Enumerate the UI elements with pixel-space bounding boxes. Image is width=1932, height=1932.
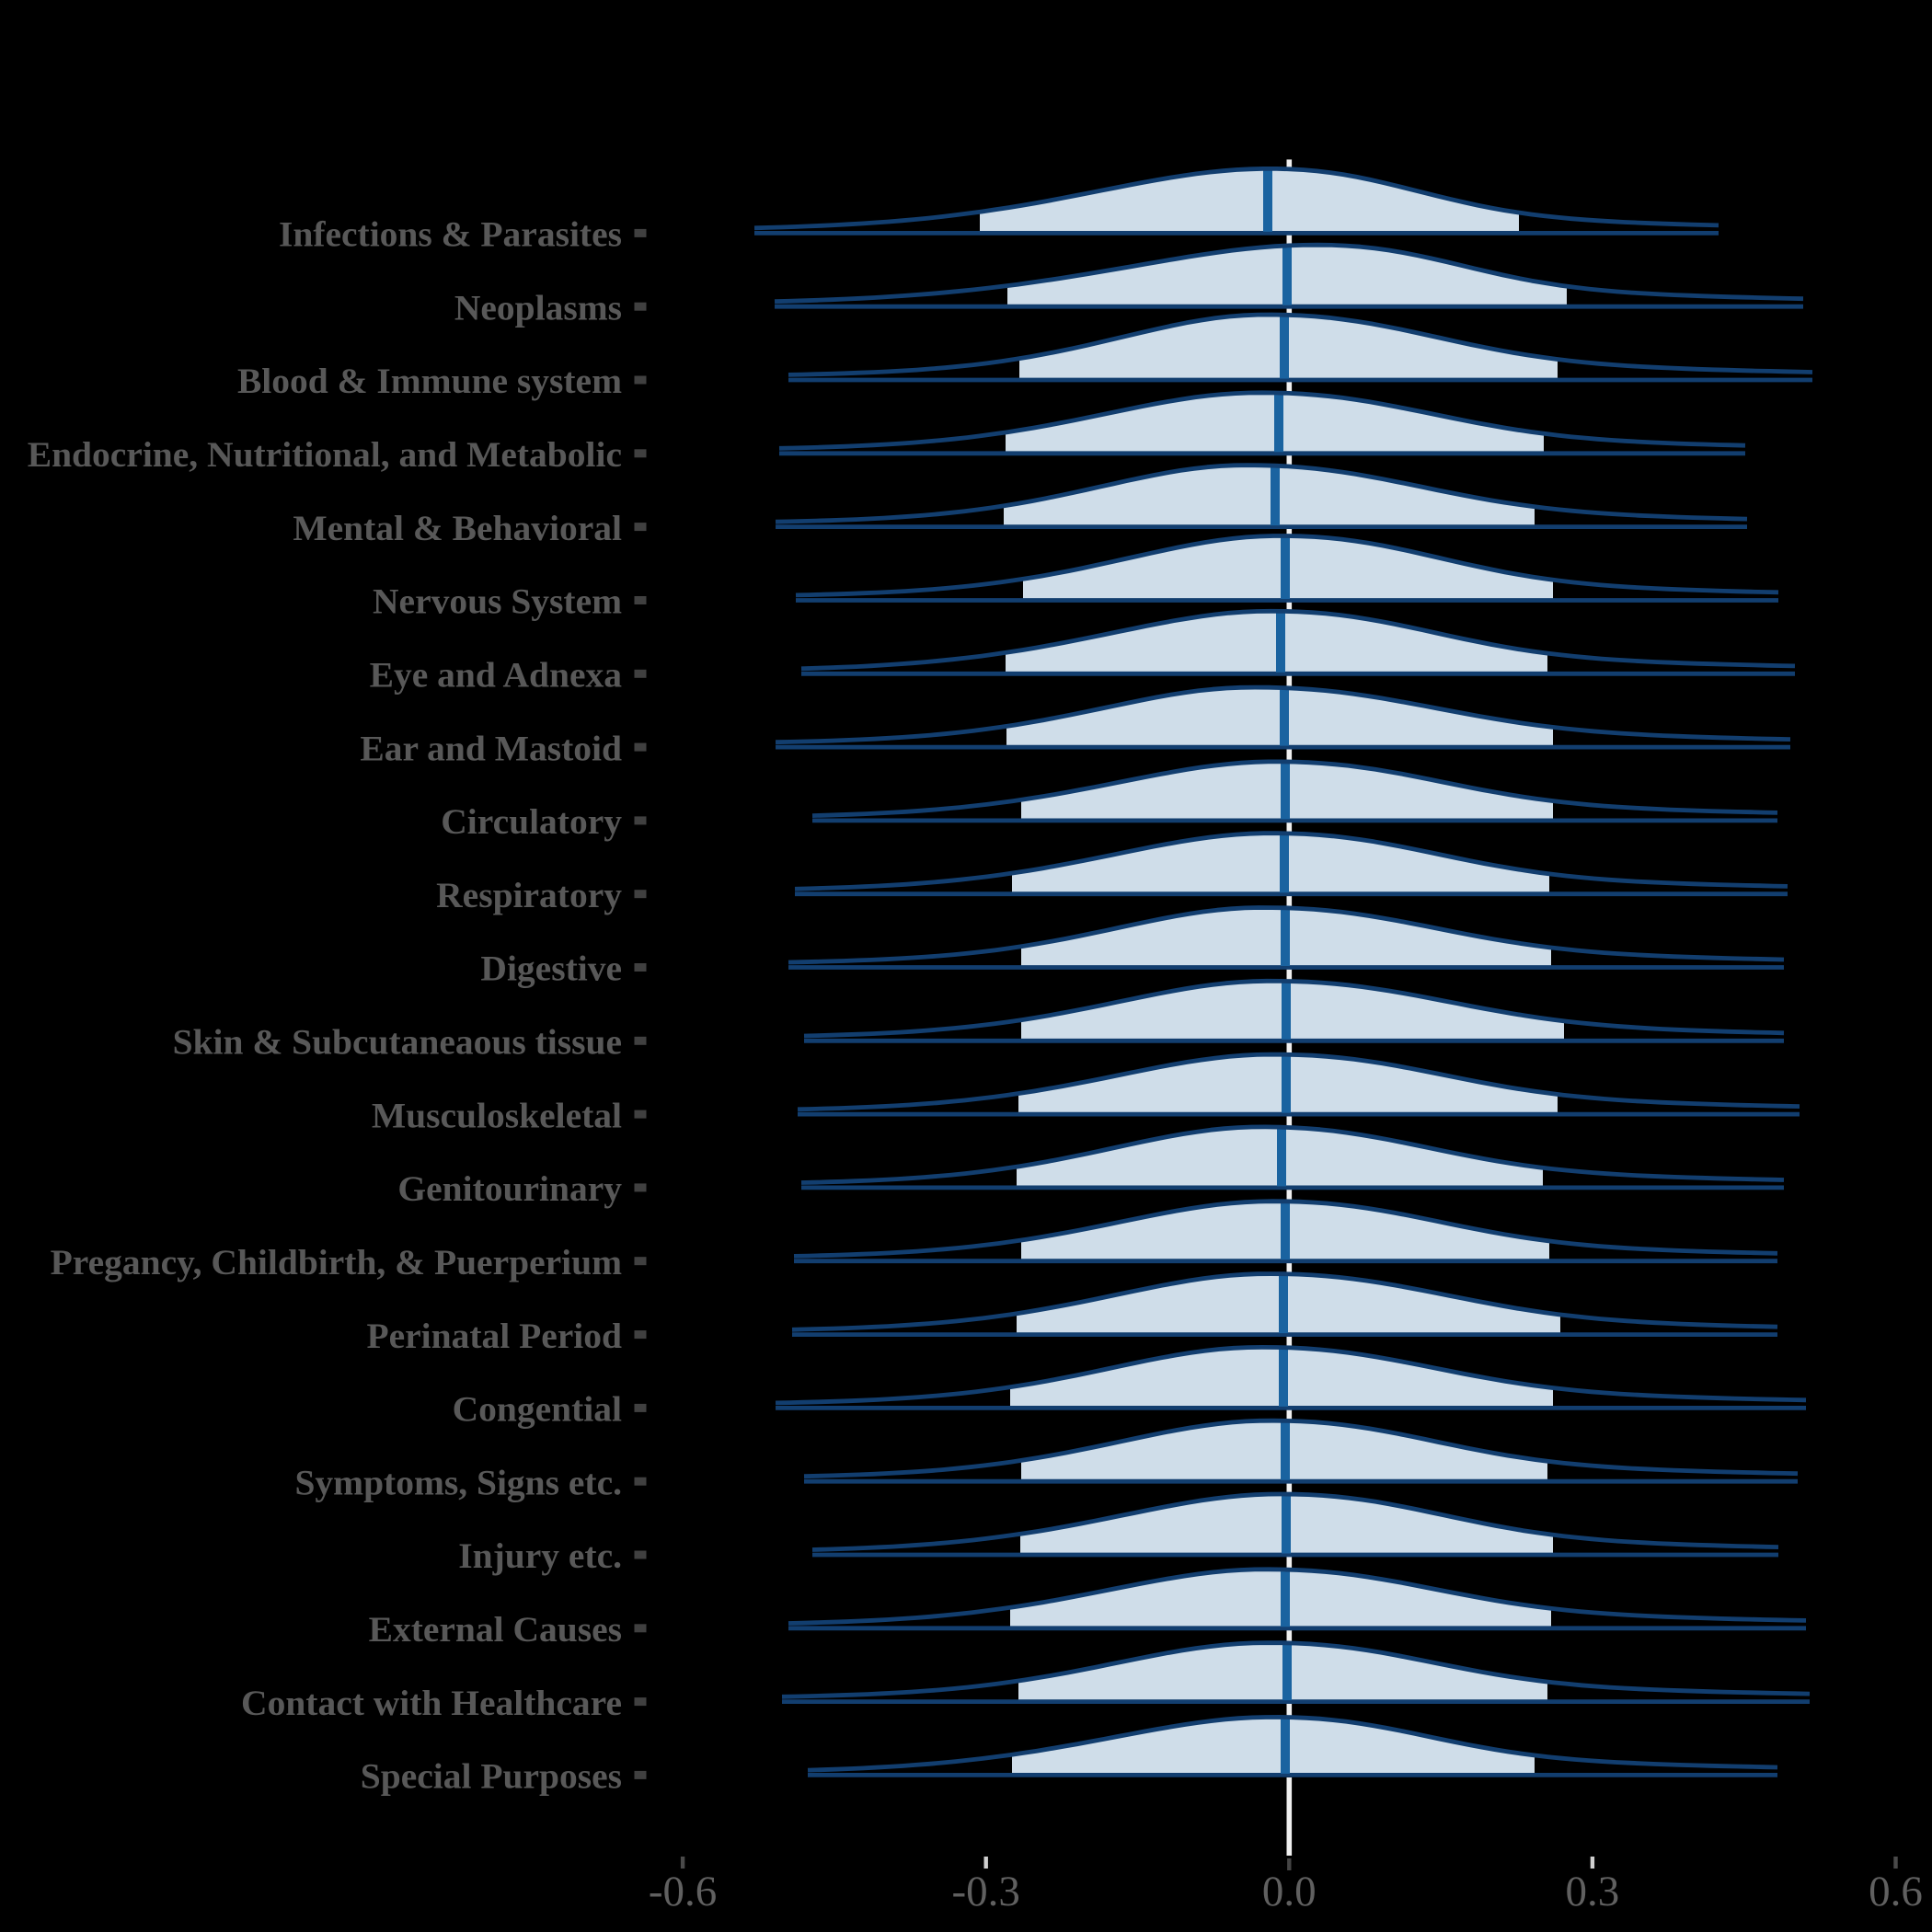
svg-text:0.0: 0.0 (1262, 1868, 1317, 1915)
svg-text:Neoplasms: Neoplasms (454, 287, 622, 328)
svg-text:Ear and Mastoid: Ear and Mastoid (360, 728, 622, 768)
svg-text:Blood & Immune system: Blood & Immune system (237, 361, 622, 401)
svg-text:Circulatory: Circulatory (441, 801, 622, 842)
svg-text:Injury etc.: Injury etc. (458, 1535, 622, 1576)
svg-text:Special Purposes: Special Purposes (361, 1756, 622, 1797)
svg-text:Musculoskeletal: Musculoskeletal (372, 1095, 622, 1135)
svg-text:Digestive: Digestive (480, 949, 622, 989)
svg-text:Endocrine, Nutritional, and Me: Endocrine, Nutritional, and Metabolic (28, 434, 622, 475)
svg-text:Eye and Adnexa: Eye and Adnexa (370, 655, 623, 696)
svg-text:Contact with Healthcare: Contact with Healthcare (241, 1683, 622, 1723)
svg-text:0.6: 0.6 (1869, 1868, 1923, 1915)
svg-text:-0.6: -0.6 (649, 1868, 717, 1915)
svg-text:Symptoms, Signs etc.: Symptoms, Signs etc. (294, 1462, 622, 1502)
svg-text:Congential: Congential (453, 1389, 622, 1430)
svg-text:Infections & Parasites: Infections & Parasites (279, 214, 622, 255)
svg-text:Genitourinary: Genitourinary (397, 1168, 622, 1209)
svg-text:-0.3: -0.3 (951, 1868, 1019, 1915)
svg-text:Respiratory: Respiratory (436, 875, 622, 915)
svg-text:0.3: 0.3 (1566, 1868, 1620, 1915)
svg-text:Pregancy, Childbirth, & Puerpe: Pregancy, Childbirth, & Puerperium (51, 1242, 622, 1282)
svg-text:External Causes: External Causes (369, 1609, 622, 1650)
svg-text:Mental & Behavioral: Mental & Behavioral (293, 508, 622, 548)
svg-text:Nervous System: Nervous System (373, 581, 622, 622)
svg-text:Perinatal Period: Perinatal Period (366, 1316, 622, 1356)
svg-text:Skin & Subcutaneaous tissue: Skin & Subcutaneaous tissue (173, 1022, 622, 1063)
